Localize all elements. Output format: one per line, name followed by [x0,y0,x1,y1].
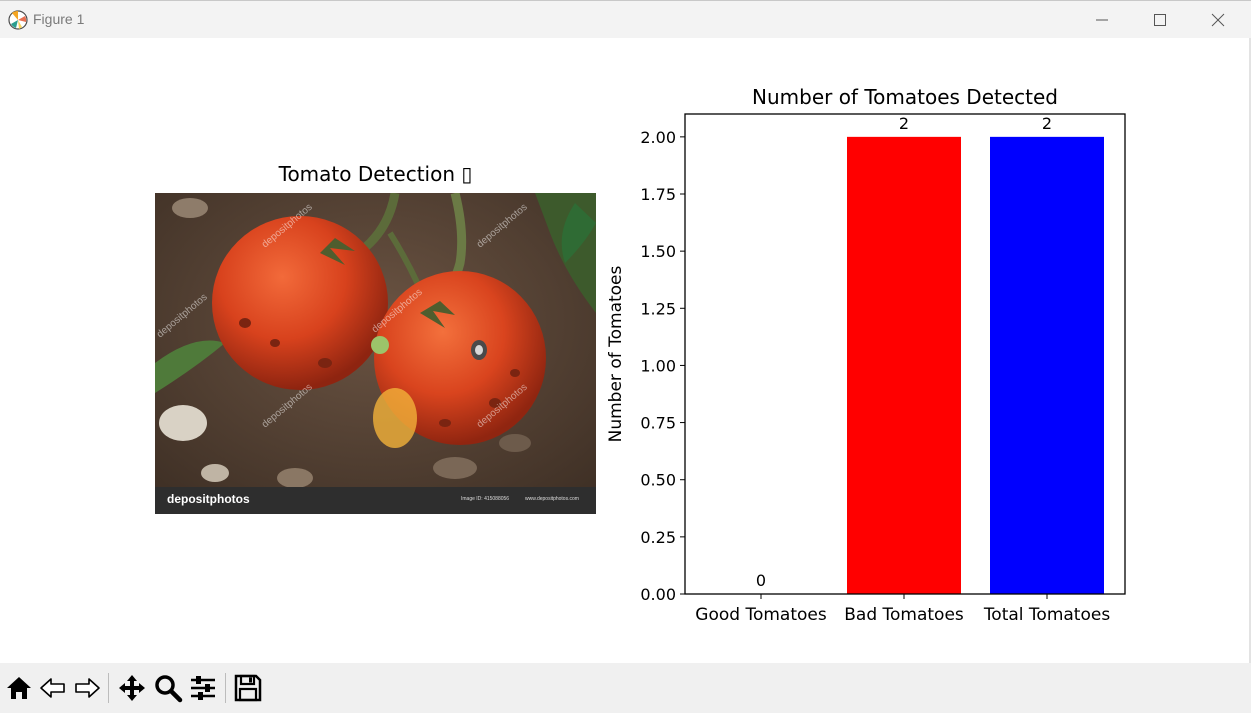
maximize-icon [1154,14,1166,26]
image-panel-title: Tomato Detection ▯ [278,162,473,186]
bar-bad-tomatoes [847,136,961,594]
back-arrow-icon [40,678,65,698]
home-icon [7,677,31,699]
tomato-photo: depositphotos depositphotos depositphoto… [155,193,596,514]
watermark-logo: depositphotos [167,492,250,506]
save-icon [234,674,262,702]
watermark-image-id: Image ID: 415088056 [461,496,510,502]
maximize-button[interactable] [1131,1,1189,39]
zoom-button[interactable] [153,673,183,703]
toolbar-separator [108,673,109,703]
close-icon [1211,13,1225,27]
forward-arrow-icon [75,678,100,698]
y-tick-label: 2.00 [640,128,676,147]
pan-icon [119,675,145,701]
watermark-url: www.depositphotos.com [525,496,579,502]
chart-title: Number of Tomatoes Detected [752,85,1058,109]
y-tick-label: 1.50 [640,242,676,261]
tomato-photo-graphic: depositphotos depositphotos depositphoto… [155,193,596,514]
window-title: Figure 1 [33,11,85,27]
y-tick-label: 0.00 [640,585,676,604]
configure-subplots-button[interactable] [188,673,218,703]
axes-frame [684,113,1126,595]
minimize-button[interactable] [1073,1,1131,39]
watermark-band: depositphotos Image ID: 415088056 www.de… [155,487,596,514]
close-button[interactable] [1189,1,1247,39]
bar-total-tomatoes [990,136,1104,594]
bars-group: 0 2 2 [756,114,1104,594]
y-tick-label: 0.75 [640,414,676,433]
x-tick-label: Total Tomatoes [983,605,1111,625]
back-button[interactable] [38,673,68,703]
y-axis: 0.00 0.25 0.50 0.75 1.00 1.25 1.50 1.75 2.00 [640,128,685,604]
x-tick-label: Good Tomatoes [695,605,827,625]
y-tick-label: 0.50 [640,471,676,490]
x-axis: Good Tomatoes Bad Tomatoes Total Tomatoes [695,594,1110,625]
x-tick-label: Bad Tomatoes [844,605,964,625]
save-button[interactable] [233,673,263,703]
home-button[interactable] [4,673,34,703]
pan-button[interactable] [117,673,147,703]
y-tick-label: 0.25 [640,528,676,547]
minimize-icon [1096,19,1108,21]
chart-ylabel: Number of Tomatoes [606,265,626,442]
window-titlebar: Figure 1 [0,0,1251,38]
zoom-icon [155,675,183,703]
matplotlib-logo-icon [8,10,28,30]
y-tick-label: 1.25 [640,299,676,318]
bar-data-label: 2 [1042,114,1052,133]
bar-data-label: 0 [756,571,766,590]
bar-data-label: 2 [899,114,909,133]
toolbar-separator [225,673,226,703]
y-tick-label: 1.75 [640,185,676,204]
forward-button[interactable] [72,673,102,703]
configure-subplots-icon [191,676,215,700]
bar-chart: Number of Tomatoes Detected Number of To… [606,85,1126,625]
navigation-toolbar [0,663,1251,713]
y-tick-label: 1.00 [640,356,676,375]
